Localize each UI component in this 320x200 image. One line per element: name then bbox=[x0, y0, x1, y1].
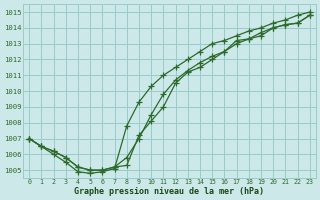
X-axis label: Graphe pression niveau de la mer (hPa): Graphe pression niveau de la mer (hPa) bbox=[75, 187, 264, 196]
